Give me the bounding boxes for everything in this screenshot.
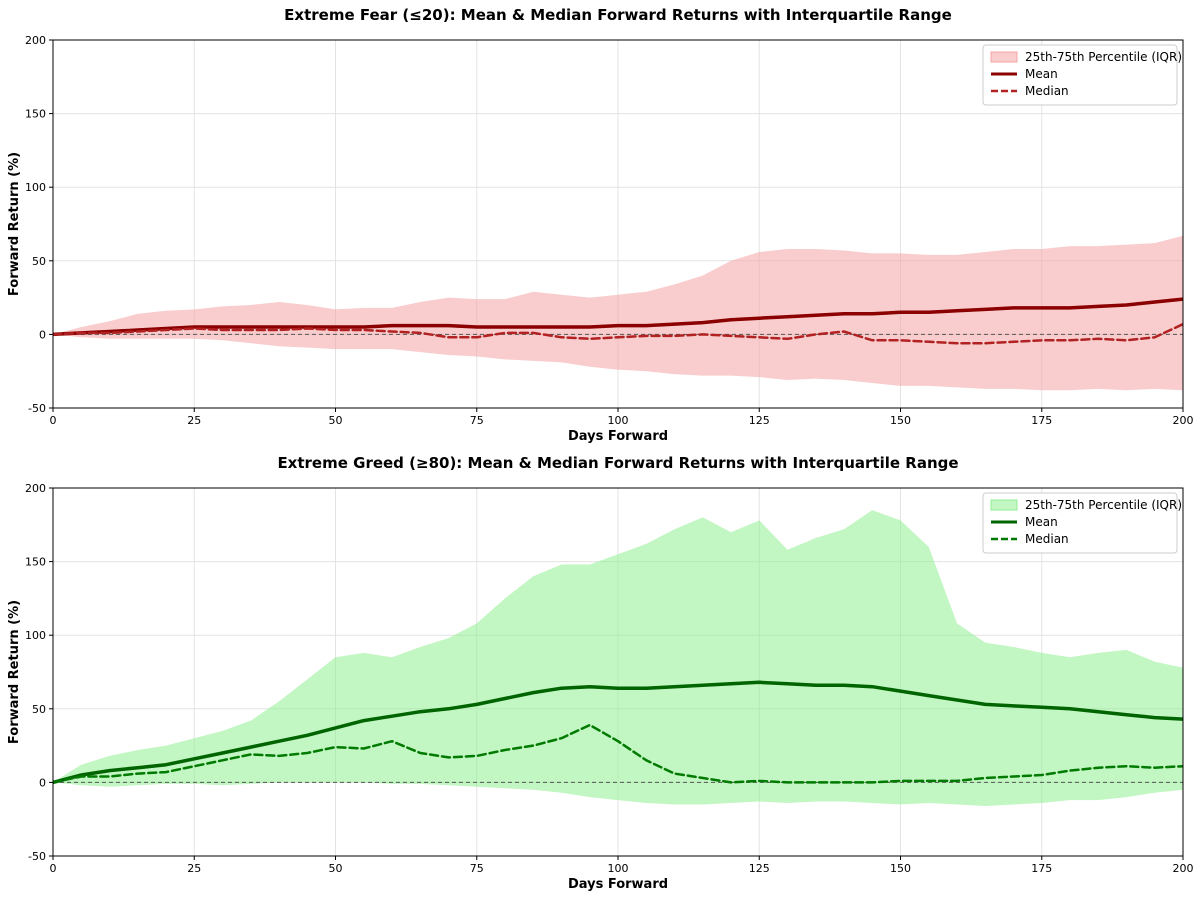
chart-title: Extreme Fear (≤20): Mean & Median Forwar…: [284, 6, 952, 24]
x-tick-label: 100: [608, 862, 629, 875]
x-tick-label: 25: [187, 862, 201, 875]
y-tick-label: 200: [25, 34, 46, 47]
x-tick-label: 50: [329, 862, 343, 875]
legend: 25th-75th Percentile (IQR) Mean Median: [982, 44, 1182, 106]
y-tick-label: 150: [25, 108, 46, 121]
x-tick-label: 175: [1031, 862, 1052, 875]
legend-swatch-iqr: [990, 499, 1018, 511]
x-tick-label: 200: [1173, 414, 1194, 427]
x-tick-label: 150: [890, 414, 911, 427]
mean-line: [53, 680, 1183, 785]
x-tick-label: 25: [187, 414, 201, 427]
chart-panel-2: 0 25 50 75 100 125 150 175 200 -50 0 50 100 150 200 Ext…: [7, 454, 1194, 892]
y-tick-label: 200: [25, 482, 46, 495]
y-tick-label: 0: [39, 776, 46, 789]
legend-label: Median: [1025, 532, 1069, 546]
y-tick-label: -50: [28, 402, 46, 415]
legend-label: Mean: [1025, 515, 1058, 529]
legend-label: 25th-75th Percentile (IQR): [1025, 50, 1182, 64]
plot-area: [53, 510, 1183, 806]
y-tick-label: 100: [25, 181, 46, 194]
x-axis-label: Days Forward: [568, 429, 668, 444]
x-tick-label: 125: [749, 862, 770, 875]
x-tick-label: 150: [890, 862, 911, 875]
legend-box: [982, 492, 1178, 554]
legend: 25th-75th Percentile (IQR) Mean Median: [982, 492, 1182, 554]
x-tick-label: 50: [329, 414, 343, 427]
x-tick-label: 0: [50, 862, 57, 875]
y-tick-label: 50: [32, 703, 46, 716]
legend-label: Mean: [1025, 67, 1058, 81]
legend-swatch-iqr: [990, 51, 1018, 63]
x-tick-label: 100: [608, 414, 629, 427]
iqr-band: [53, 235, 1183, 391]
legend-label: Median: [1025, 84, 1069, 98]
legend-box: [982, 44, 1178, 106]
x-tick-label: 75: [470, 862, 484, 875]
x-tick-label: 200: [1173, 862, 1194, 875]
legend-label: 25th-75th Percentile (IQR): [1025, 498, 1182, 512]
y-axis-label: Forward Return (%): [7, 600, 22, 744]
y-tick-label: 150: [25, 556, 46, 569]
y-axis-label: Forward Return (%): [7, 152, 22, 296]
chart-title: Extreme Greed (≥80): Mean & Median Forwa…: [277, 454, 958, 472]
iqr-band: [53, 510, 1183, 806]
mean-line: [53, 297, 1183, 337]
x-tick-label: 0: [50, 414, 57, 427]
x-tick-label: 125: [749, 414, 770, 427]
x-axis-label: Days Forward: [568, 877, 668, 892]
y-tick-label: -50: [28, 850, 46, 863]
median-line: [53, 322, 1183, 345]
x-tick-label: 175: [1031, 414, 1052, 427]
median-line: [53, 723, 1183, 784]
x-tick-label: 75: [470, 414, 484, 427]
y-tick-label: 100: [25, 629, 46, 642]
y-tick-label: 50: [32, 255, 46, 268]
y-tick-label: 0: [39, 328, 46, 341]
plot-area: [53, 235, 1183, 391]
chart-panel-1: 0 25 50 75 100 125 150 175 200 -50 0 50 100 150 200 Ext…: [7, 6, 1194, 444]
